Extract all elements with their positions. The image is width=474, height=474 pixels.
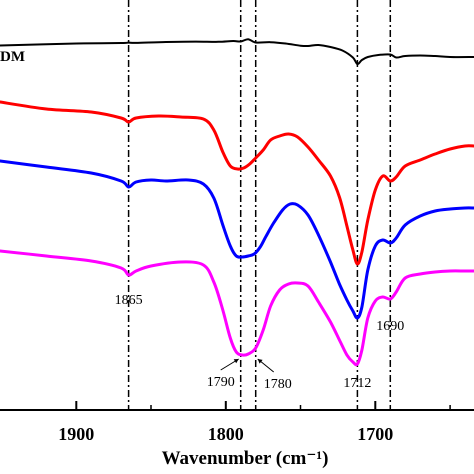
peak-label-1780: 1780 xyxy=(264,377,292,392)
peak-label-1690: 1690 xyxy=(376,319,404,334)
peak-annotations: 1865 1790 1780 1712 1690 xyxy=(115,293,405,392)
spectrum-line-3 xyxy=(0,159,474,320)
peak-label-1865: 1865 xyxy=(115,293,143,308)
x-axis-title: Wavenumber (cm⁻¹) xyxy=(162,448,329,469)
arrow-head-1790 xyxy=(233,359,239,364)
x-tick-label-1800: 1800 xyxy=(208,424,244,444)
arrow-head-1780 xyxy=(257,359,263,364)
x-tick-label-1700: 1700 xyxy=(357,424,393,444)
legend-label-dm: DM xyxy=(0,49,25,65)
peak-label-1712: 1712 xyxy=(343,376,371,391)
peak-label-1790: 1790 xyxy=(207,375,235,390)
x-axis-ticks: 1900 1800 1700 xyxy=(58,401,451,444)
x-tick-label-1900: 1900 xyxy=(58,424,94,444)
spectra-series xyxy=(0,38,474,367)
spectrum-line-2 xyxy=(0,100,474,266)
spectrum-line-1 xyxy=(0,38,474,66)
reference-lines xyxy=(127,0,392,410)
spectrum-line-4 xyxy=(0,249,474,367)
